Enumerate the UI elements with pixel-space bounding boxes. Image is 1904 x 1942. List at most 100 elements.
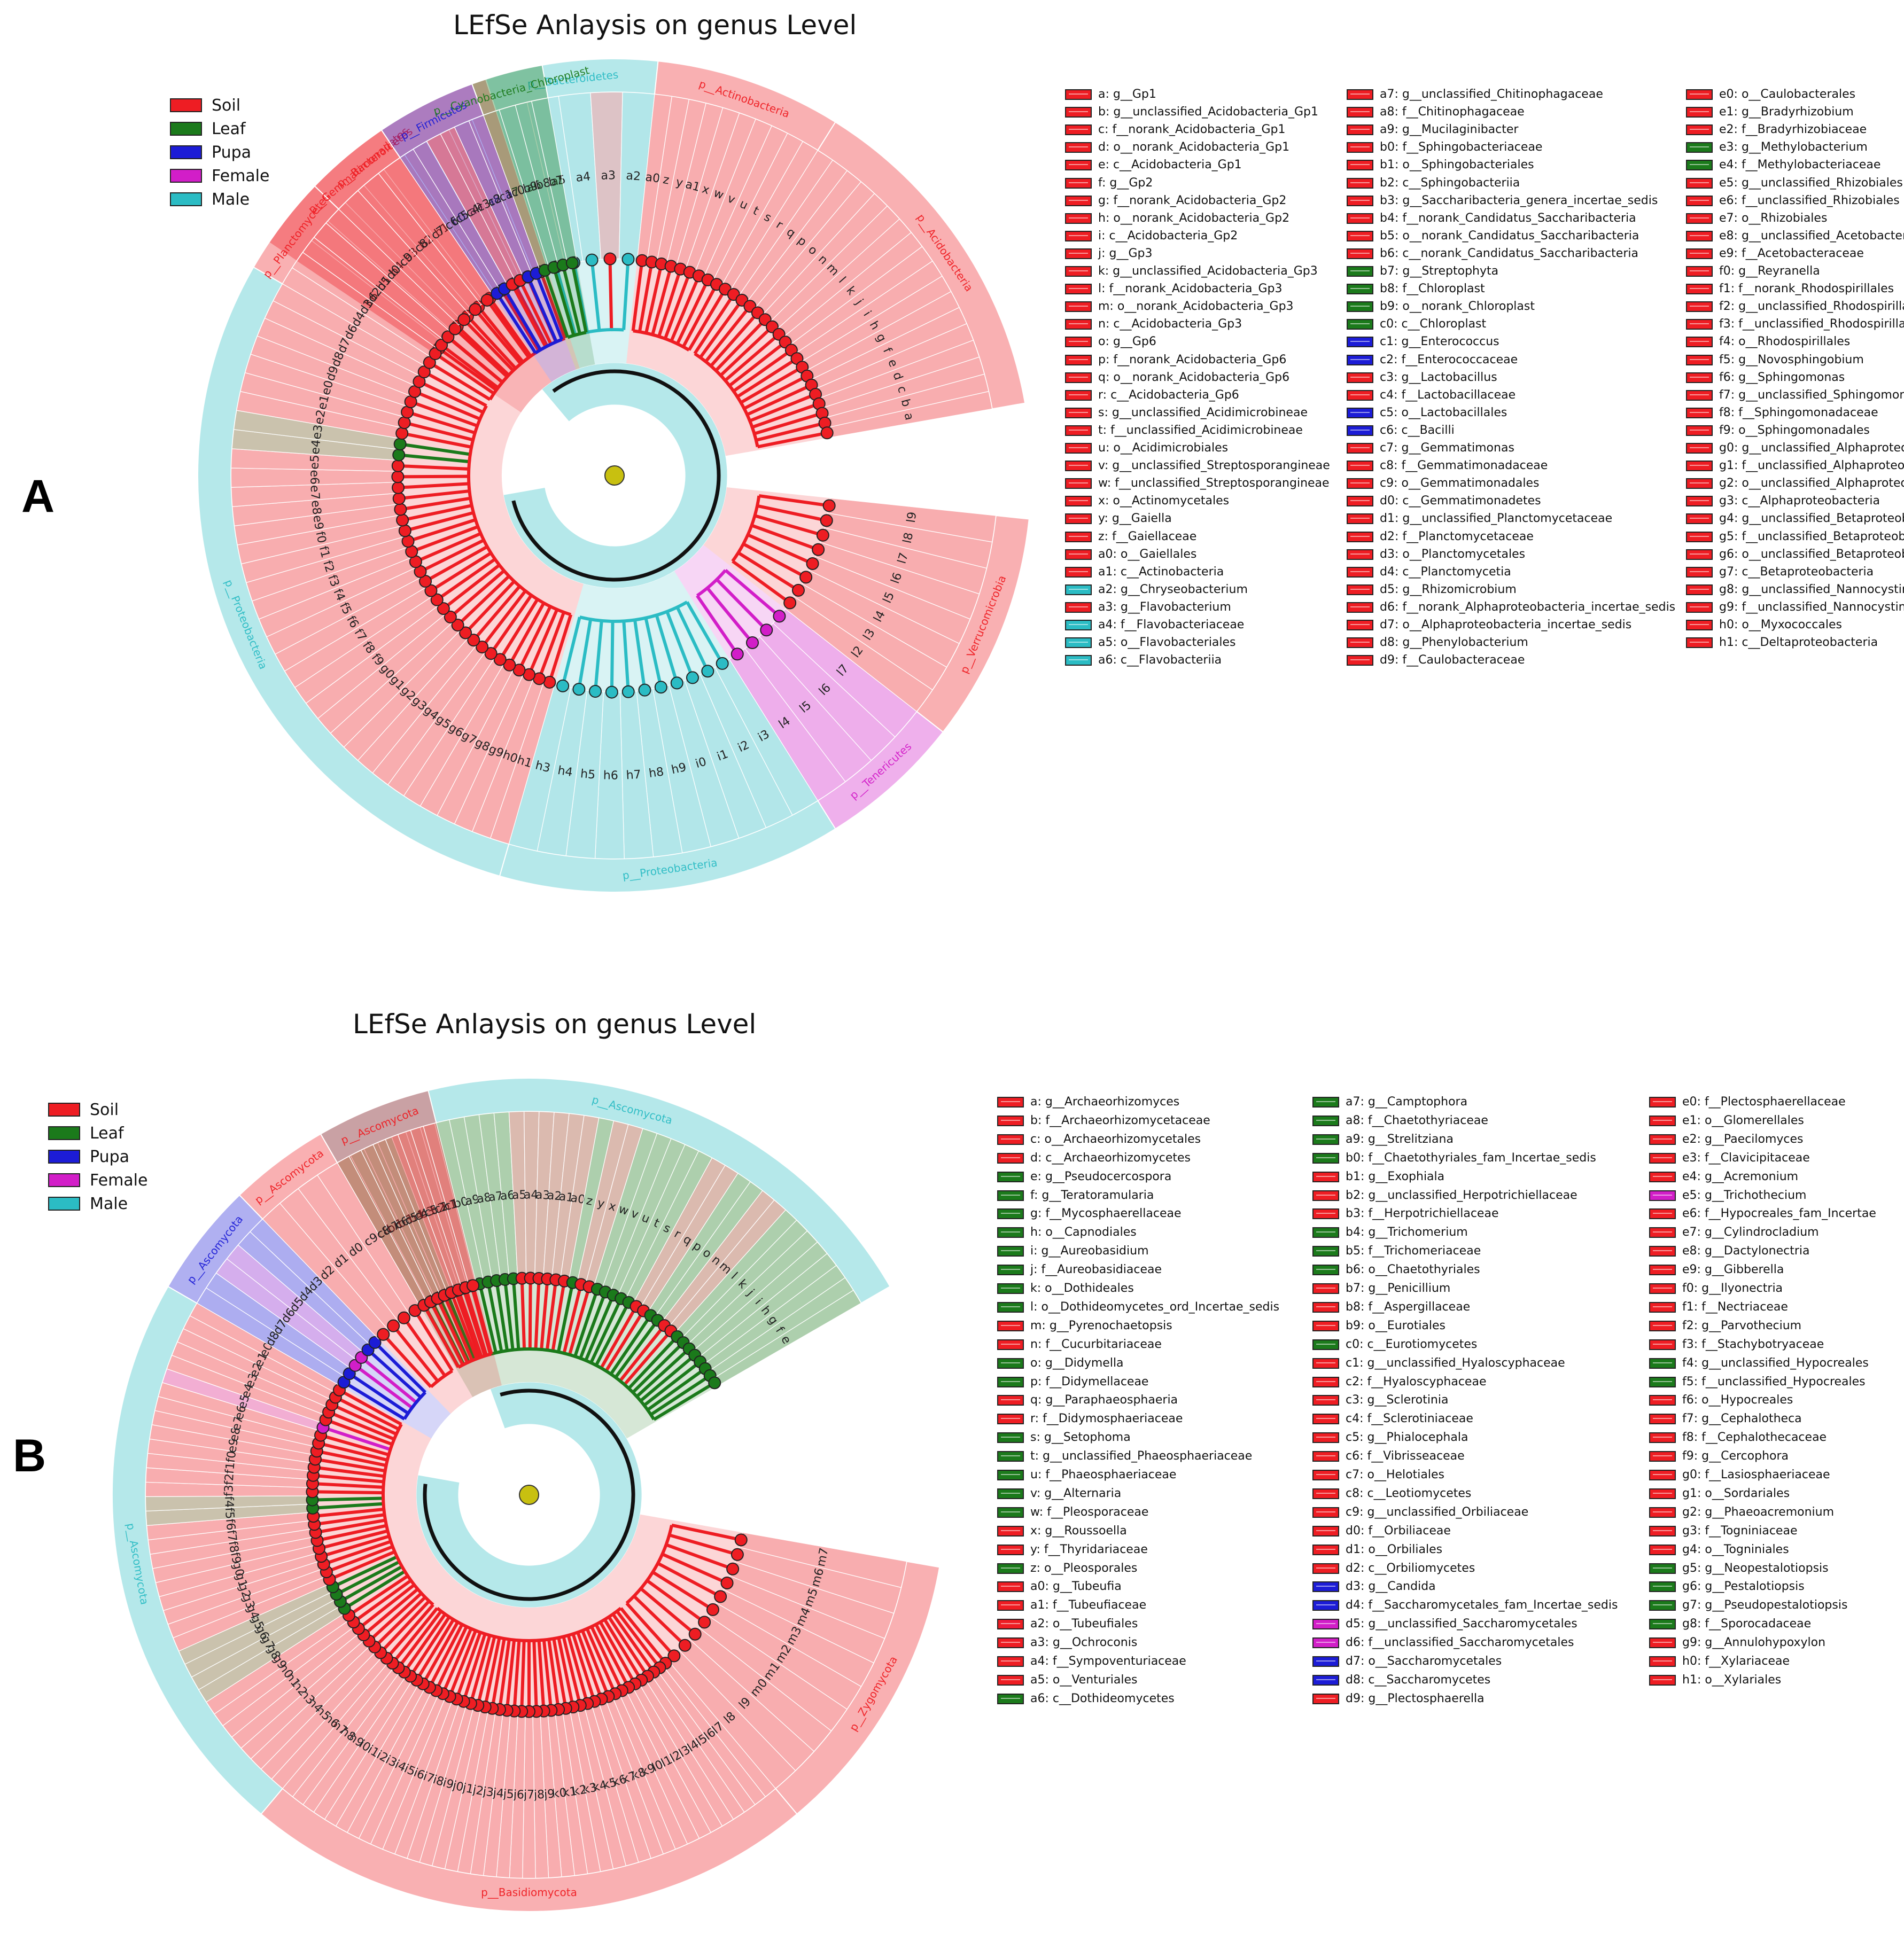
leaf-node [398,524,411,537]
branch [665,611,694,678]
taxa-label: g6: g__Pestalotiopsis [1682,1580,1805,1593]
taxa-label: n: c__Acidobacteria_Gp3 [1098,317,1242,331]
taxa-swatch [1312,1581,1339,1592]
taxa-swatch [1649,1097,1676,1108]
branch [640,1587,696,1636]
taxa-label: d6: f__norank_Alphaproteobacteria_incert… [1380,600,1676,614]
root-arc [511,369,721,582]
leaf-node [441,330,455,344]
branch [488,297,532,357]
branch [414,390,481,421]
leaf-node [820,514,833,527]
taxa-swatch [1686,301,1713,312]
taxa-swatch [1649,1619,1676,1629]
taxa-swatch [1312,1545,1339,1555]
taxa-swatch [1649,1339,1676,1350]
branch [551,1281,566,1352]
leaf-node [730,648,744,661]
branch [312,1481,384,1489]
branch [469,1635,492,1704]
branch [548,614,573,683]
taxa-label: d8: g__Phenylobacterium [1380,636,1528,649]
taxa-label: w: f__Pleosporaceae [1030,1506,1149,1519]
taxa-label: e0: o__Caulobacterales [1719,88,1856,101]
branch [316,1449,387,1467]
branch [313,1508,384,1518]
taxa-swatch [1312,1116,1339,1126]
panel-title: LEfSe Anlaysis on genus Level [353,1009,757,1040]
branch [743,375,808,410]
branch [354,1364,413,1409]
branch [344,1570,406,1610]
taxa-label: e9: f__Acetobacteraceae [1719,247,1864,260]
branch [429,361,491,401]
taxa-label: d9: f__Caulobacteraceae [1380,653,1525,667]
taxa-swatch [1065,532,1092,542]
branch [505,1640,516,1711]
taxa-swatch [1649,1153,1676,1164]
branch [635,1347,690,1398]
branch [424,545,488,583]
taxa-swatch [1686,496,1713,506]
branch [471,1285,493,1355]
phylum-clade: p__Basidiomycotal7l6l5l4l3l2l1l0k9k8k7k6… [260,1581,798,1912]
branch [736,357,798,399]
taxa-label: f7: g__Cephalotheca [1682,1412,1802,1425]
taxa-label: a1: f__Tubeufiaceae [1030,1598,1147,1612]
taxa-label: r: f__Didymosphaeriaceae [1030,1412,1183,1425]
taxa-label: a5: o__Venturiales [1030,1673,1138,1687]
leaf-node [572,683,586,696]
taxa-label: f1: f__Nectriaceae [1682,1300,1788,1314]
branch [318,1529,388,1550]
branch [638,261,654,332]
branch [512,1640,521,1711]
taxa-swatch [1347,513,1373,524]
taxa-swatch [997,1545,1024,1555]
taxa-swatch [1312,1246,1339,1257]
branch [633,619,647,691]
branch [312,1490,384,1495]
branch [332,1555,398,1588]
clade-arc [488,376,509,401]
taxa-label: g7: c__Betaproteobacteria [1719,565,1874,579]
taxa-swatch [1065,602,1092,613]
clade-arc [430,1369,453,1389]
branch [511,1278,520,1350]
taxa-swatch [1347,655,1373,666]
taxa-swatch [1065,337,1092,347]
leaf-label: f0 [313,531,328,544]
taxa-label: b5: o__norank_Candidatus_Saccharibacteri… [1380,229,1639,243]
taxa-label: g: f__Mycosphaerellaceae [1030,1207,1182,1220]
clade-arc [534,338,563,355]
taxa-label: g3: f__Togniniaceae [1682,1524,1798,1538]
taxa-swatch [1347,443,1373,454]
branch [670,275,701,342]
taxa-label: e6: f__unclassified_Rhizobiales [1719,194,1900,207]
taxa-label: e1: o__Glomerellales [1682,1114,1804,1127]
branch [339,1565,403,1603]
leaf-node [368,1336,382,1349]
taxa-label: f2: g__Parvothecium [1682,1319,1802,1332]
taxa-label: l: f__norank_Acidobacteria_Gp3 [1098,282,1283,295]
taxa-label: a: g__Gp1 [1098,88,1156,101]
clade-shade [337,1122,502,1398]
taxa-label: a9: g__Strelitziana [1346,1133,1454,1146]
taxa-label: b7: g__Penicillium [1346,1282,1451,1295]
taxa-swatch [1649,1470,1676,1480]
leaf-node [720,1576,734,1589]
taxa-label: g8: f__Sporocadaceae [1682,1617,1812,1631]
taxa-label: e4: f__Methylobacteriaceae [1719,158,1881,171]
clade-shade [703,487,996,712]
cladogram: p__Ascomycotac0b6b5b4b3b2b1b0a9a8a7a6a5a… [112,1078,941,1912]
taxa-swatch [997,1507,1024,1518]
taxa-label: m: o__norank_Acidobacteria_Gp3 [1098,300,1294,313]
taxa-label: e8: g__Dactylonectria [1682,1244,1810,1258]
taxa-label: e6: f__Hypocreales_fam_Incertae [1682,1207,1876,1220]
taxa-label: f: g__Teratoramularia [1030,1189,1154,1202]
branch [610,621,615,692]
leaf-label: a3 [535,1188,550,1202]
taxa-label: f: g__Gp2 [1098,176,1153,190]
taxa-swatch [997,1302,1024,1313]
branch [647,1367,706,1411]
taxa-label: c2: f__Hyaloscyphaceae [1346,1375,1487,1389]
